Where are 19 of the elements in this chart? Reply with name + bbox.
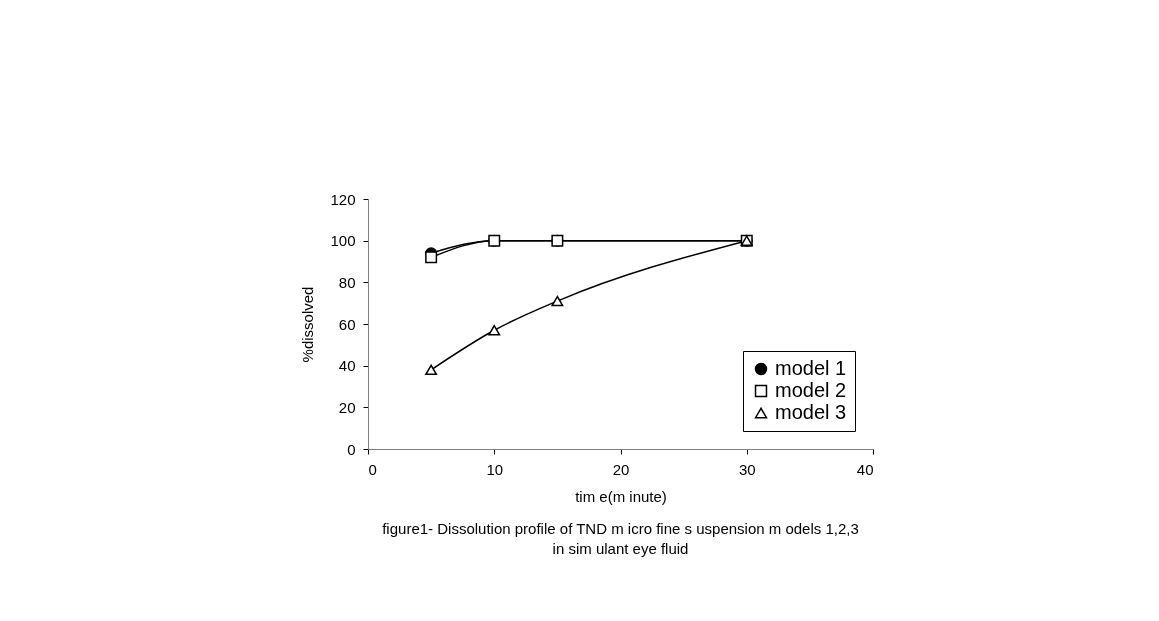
caption: figure1- Dissolution profile of TND m icro fine s uspension m odels 1,2,3: [382, 520, 859, 537]
legend-label: model 3: [775, 401, 847, 423]
x-tick-label: 30: [738, 460, 756, 478]
x-tick-label: 40: [856, 460, 874, 478]
y-tick-label: 100: [330, 232, 356, 250]
y-tick-label: 40: [338, 357, 356, 375]
x-tick-label: 0: [368, 460, 377, 478]
x-tick-label: 10: [486, 460, 504, 478]
x-axis-title: tim e(m inute): [575, 487, 667, 505]
x-tick-label: 20: [612, 460, 630, 478]
y-tick-label: 0: [347, 440, 356, 458]
y-tick-label: 60: [338, 315, 356, 333]
legend-label: model 1: [775, 357, 847, 379]
legend-label: model 2: [775, 379, 847, 401]
y-tick-label: 120: [330, 190, 356, 208]
y-tick-label: 20: [338, 398, 356, 416]
text: in sim ulant eye fluid: [552, 540, 689, 557]
y-axis-title: %dissolved: [299, 286, 317, 363]
y-tick-label: 80: [338, 273, 356, 291]
